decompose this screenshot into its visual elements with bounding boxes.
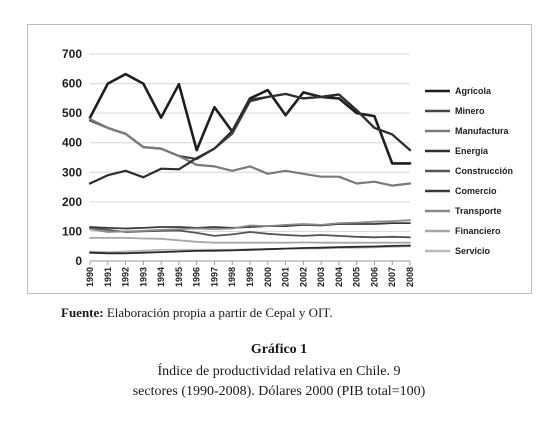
x-tick-label: 2005 [352,267,362,287]
y-tick-label: 300 [62,165,82,179]
x-tick-label: 1995 [174,267,184,287]
y-tick-label: 400 [62,136,82,150]
legend-label-construccion: Construcción [455,166,513,176]
figure-caption: Índice de productividad relativa en Chil… [0,362,558,402]
x-tick-label: 2007 [387,267,397,287]
x-tick-label: 1990 [85,267,95,287]
series-line-unlabeled-9 [89,244,411,255]
legend-label-manufactura: Manufactura [455,126,510,136]
series-line-transporte [89,219,411,233]
x-tick-label: 2003 [316,267,326,287]
x-tick-label: 2006 [369,267,379,287]
line-chart: 0 100 200 300 400 500 600 700 1990 1991 1992 1993 19… [62,47,513,287]
legend-label-servicio: Servicio [455,246,491,256]
legend-label-comercio: Comercio [455,186,497,196]
y-tick-label: 600 [62,77,82,91]
y-tick-label: 700 [62,47,82,61]
x-tick-label: 1999 [245,267,255,287]
source-text: Elaboración propia a partir de Cepal y O… [106,305,333,320]
legend: Agrícola Minero Manufactura Energía Construc… [425,86,513,256]
legend-label-energia: Energía [455,146,489,156]
legend-label-minero: Minero [455,106,485,116]
figure-title: Gráfico 1 [250,342,308,357]
series-line-financiero [89,236,411,244]
x-tick-label: 1998 [227,267,237,287]
x-tick-label: 1994 [156,267,166,287]
x-tick-label: 1992 [121,267,131,287]
x-tick-label: 1991 [103,267,113,287]
series-line-agricola [88,72,412,165]
x-tick-label: 1993 [138,267,148,287]
series-layer [88,72,412,255]
x-tick-label: 1996 [192,267,202,287]
x-tick-label: 2002 [298,267,308,287]
figure-caption-line-1: Índice de productividad relativa en Chil… [157,364,401,379]
legend-label-financiero: Financiero [455,226,501,236]
figure-caption-line-2: sectores (1990-2008). Dólares 2000 (PIB … [132,384,426,399]
x-tick-label: 2000 [263,267,273,287]
source-label: Fuente: [61,305,104,320]
x-tick-label: 2008 [405,267,415,287]
chart-frame: 0 100 200 300 400 500 600 700 1990 1991 1992 1993 19… [27,24,532,294]
y-tick-label: 200 [62,195,82,209]
y-tick-label: 100 [62,224,82,238]
series-line-energia [88,92,412,185]
y-tick-label: 0 [75,254,82,268]
series-line-manufactura [88,117,412,187]
axis-layer: 0 100 200 300 400 500 600 700 1990 1991 1992 1993 19… [62,47,415,287]
legend-label-agricola: Agrícola [455,86,492,96]
x-tick-label: 2004 [334,267,344,287]
x-tick-label: 2001 [281,267,291,287]
y-tick-label: 500 [62,106,82,120]
x-tick-label: 1997 [209,267,219,287]
series-line-comercio [89,222,411,230]
legend-label-transporte: Transporte [455,206,502,216]
series-line-construccion [89,226,411,239]
series-line-minero [88,92,412,161]
source-note: Fuente: Elaboración propia a partir de C… [61,305,333,321]
